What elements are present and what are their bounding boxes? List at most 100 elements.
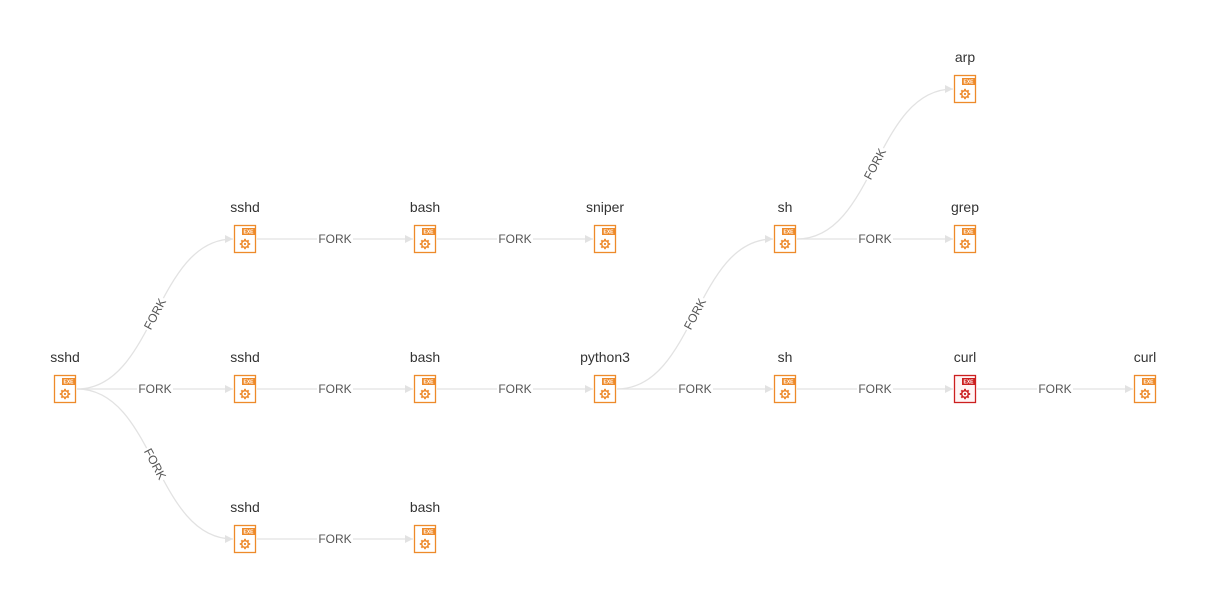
process-node[interactable]: bash EXE (410, 199, 440, 254)
process-node-label: sshd (230, 199, 260, 215)
fork-edge-arrowhead (945, 85, 953, 93)
executable-file-icon: EXE (593, 374, 617, 404)
gear-icon (959, 238, 971, 250)
fork-edge: FORK (77, 381, 233, 397)
fork-edge-label-group: FORK (857, 381, 893, 397)
fork-edge-label-group: FORK (317, 381, 353, 397)
fork-edge-label-group: FORK (317, 531, 353, 547)
exe-tag-text: EXE (63, 379, 74, 385)
gear-icon (779, 238, 791, 250)
executable-file-icon: EXE (773, 224, 797, 254)
fork-edge-arrowhead (225, 535, 233, 543)
fork-edge-label-group: FORK (497, 381, 533, 397)
fork-edge: FORK (257, 531, 413, 547)
fork-edge-arrowhead (405, 535, 413, 543)
fork-edge-arrowhead (585, 235, 593, 243)
gear-icon (599, 388, 611, 400)
fork-edge: FORK (437, 381, 593, 397)
executable-file-icon: EXE (413, 224, 437, 254)
process-node[interactable]: sshd EXE (230, 349, 260, 404)
fork-edge: FORK (617, 381, 773, 397)
process-node[interactable]: bash EXE (410, 349, 440, 404)
executable-file-icon: EXE (413, 374, 437, 404)
exe-tag-text: EXE (963, 79, 974, 85)
fork-edge-label: FORK (318, 232, 351, 246)
process-node-label: sh (778, 199, 793, 215)
process-node-label: sshd (50, 349, 80, 365)
gear-icon (419, 238, 431, 250)
process-node[interactable]: curl EXE (953, 349, 977, 404)
exe-tag (602, 378, 615, 385)
fork-edge-arrowhead (405, 385, 413, 393)
fork-edge-label-bg (679, 294, 711, 334)
exe-tag-text: EXE (1143, 379, 1154, 385)
executable-file-icon: EXE (953, 74, 977, 104)
process-node[interactable]: sh EXE (773, 349, 797, 404)
exe-tag-text: EXE (783, 229, 794, 235)
fork-edge-label: FORK (141, 446, 169, 482)
exe-tag (782, 228, 795, 235)
exe-tag (962, 78, 975, 85)
fork-edge: FORK (616, 235, 774, 390)
process-node[interactable]: grep EXE (951, 199, 979, 254)
exe-tag (422, 228, 435, 235)
executable-file-icon: EXE (413, 524, 437, 554)
process-node-label: python3 (580, 349, 630, 365)
process-node[interactable]: bash EXE (410, 499, 440, 554)
gear-icon (1139, 388, 1151, 400)
fork-edge-label-bg (317, 531, 353, 547)
fork-edge: FORK (797, 231, 953, 247)
process-node-label: arp (955, 49, 975, 65)
process-node[interactable]: arp EXE (953, 49, 977, 104)
fork-edge-label-group: FORK (137, 381, 173, 397)
fork-edge-arrowhead (945, 385, 953, 393)
gear-icon (599, 238, 611, 250)
process-node[interactable]: curl EXE (1134, 349, 1157, 404)
fork-edge-label-group: FORK (1037, 381, 1073, 397)
process-node[interactable]: sshd EXE (230, 499, 260, 554)
executable-file-icon: EXE (773, 374, 797, 404)
process-node[interactable]: sshd EXE (50, 349, 80, 404)
exe-tag (242, 228, 255, 235)
process-node[interactable]: sniper EXE (586, 199, 624, 254)
fork-edge-label-group: FORK (679, 294, 711, 334)
process-node[interactable]: sshd EXE (230, 199, 260, 254)
executable-file-icon: EXE (53, 374, 77, 404)
exe-tag-text: EXE (423, 229, 434, 235)
exe-tag-text: EXE (243, 379, 254, 385)
process-node[interactable]: sh EXE (773, 199, 797, 254)
fork-edge: FORK (797, 381, 953, 397)
gear-icon (779, 388, 791, 400)
exe-tag-text: EXE (243, 229, 254, 235)
fork-edge-label-bg (317, 231, 353, 247)
fork-edge-label-bg (137, 381, 173, 397)
fork-edge-label-group: FORK (139, 294, 171, 334)
nodes-layer: sshd EXE sshd EXE sshd EXE sshd EXE bash EXE bash E… (50, 49, 1157, 554)
process-node-label: sshd (230, 499, 260, 515)
exe-tag-text: EXE (603, 379, 614, 385)
fork-edge-label: FORK (861, 146, 889, 182)
process-node-label: curl (954, 349, 977, 365)
fork-edge: FORK (977, 381, 1133, 397)
gear-icon (419, 388, 431, 400)
edges-layer: FORK FORK FORK FORK FORK FORK FORK FORK FORK FORK… (76, 85, 1133, 547)
executable-file-icon: EXE (233, 224, 257, 254)
process-node[interactable]: python3 EXE (580, 349, 630, 404)
fork-edge-label: FORK (318, 532, 351, 546)
fork-edge-label: FORK (138, 382, 171, 396)
fork-edge-label-bg (497, 231, 533, 247)
executable-file-icon: EXE (953, 374, 977, 404)
fork-edge-label-bg (317, 381, 353, 397)
gear-icon (419, 538, 431, 550)
executable-file-icon: EXE (593, 224, 617, 254)
fork-edge-label: FORK (858, 232, 891, 246)
fork-edge-label-bg (857, 231, 893, 247)
fork-edge-label-group: FORK (857, 231, 893, 247)
executable-file-icon: EXE (233, 524, 257, 554)
fork-edge-label-group: FORK (677, 381, 713, 397)
exe-tag (782, 378, 795, 385)
fork-edge-arrowhead (1125, 385, 1133, 393)
executable-file-icon: EXE (953, 224, 977, 254)
fork-edge-arrowhead (765, 235, 773, 243)
